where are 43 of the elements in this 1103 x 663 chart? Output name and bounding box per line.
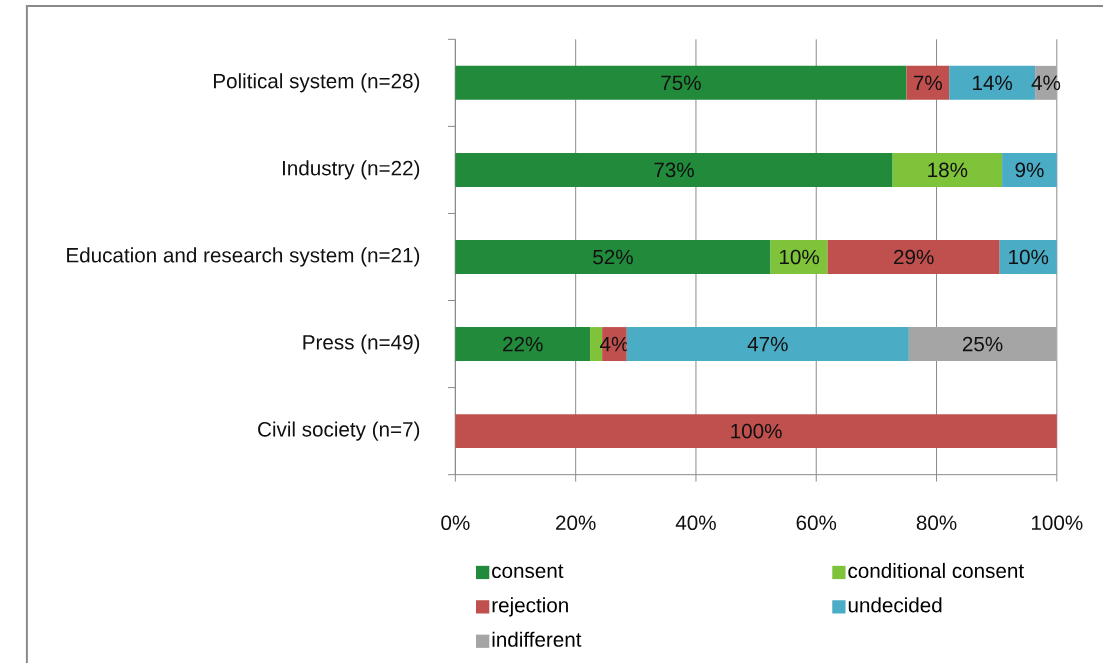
x-tick-label: 40% (675, 515, 716, 530)
data-label: 75% (661, 75, 701, 90)
bar (455, 326, 591, 361)
legend-label: consent (492, 564, 564, 578)
y-tick-label: Civil society (n=7) (258, 421, 420, 441)
bar (770, 239, 828, 274)
data-label: 10% (780, 249, 820, 265)
bar (455, 413, 1057, 448)
bar (999, 239, 1057, 274)
bar (626, 326, 909, 361)
x-tick-label: 80% (916, 515, 957, 530)
bar (892, 152, 1003, 187)
x-tick-label: 100% (1031, 515, 1083, 530)
y-tick-label: Political system (n=28) (213, 73, 420, 93)
y-tick-label: Education and research system (n=21) (67, 247, 420, 267)
data-label: 52% (593, 249, 633, 265)
bar (1002, 152, 1057, 187)
legend-label: rejection (492, 597, 568, 617)
legend-label: indifferent (492, 631, 582, 647)
data-label: 73% (654, 162, 694, 178)
legend-label: conditional consent (848, 562, 1024, 578)
bar (455, 65, 907, 100)
data-label: 7% (913, 75, 942, 90)
data-label: 29% (894, 249, 934, 265)
legend-label: undecided (848, 597, 942, 613)
data-label: 100% (731, 423, 782, 439)
data-label: 22% (503, 336, 543, 352)
bar (906, 65, 950, 100)
data-label: 14% (973, 75, 1013, 90)
x-tick-label: 60% (796, 515, 837, 530)
bar (455, 239, 771, 274)
data-label: 10% (1009, 249, 1049, 265)
y-tick-label: Press (n=49) (303, 334, 420, 354)
y-tick-label: Industry (n=22) (283, 160, 420, 180)
x-tick-label: 20% (556, 515, 596, 530)
data-label: 25% (962, 336, 1003, 352)
data-label: 9% (1015, 162, 1044, 178)
bar (455, 152, 893, 187)
x-tick-label: 0% (441, 515, 470, 530)
bar (908, 326, 1057, 361)
bar (827, 239, 1000, 274)
data-label: 18% (928, 162, 968, 178)
data-label: 47% (747, 336, 788, 352)
